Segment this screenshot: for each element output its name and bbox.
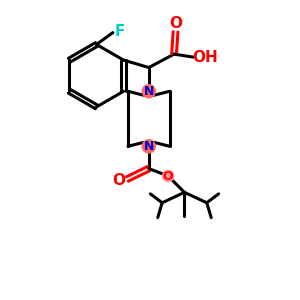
Text: OH: OH xyxy=(192,50,218,64)
Text: N: N xyxy=(144,85,154,98)
Text: N: N xyxy=(144,140,154,153)
Circle shape xyxy=(142,85,155,98)
Text: O: O xyxy=(169,16,182,31)
Text: F: F xyxy=(115,24,125,39)
Circle shape xyxy=(142,140,155,153)
Text: O: O xyxy=(163,169,173,182)
Text: O: O xyxy=(112,173,126,188)
Circle shape xyxy=(163,170,174,182)
